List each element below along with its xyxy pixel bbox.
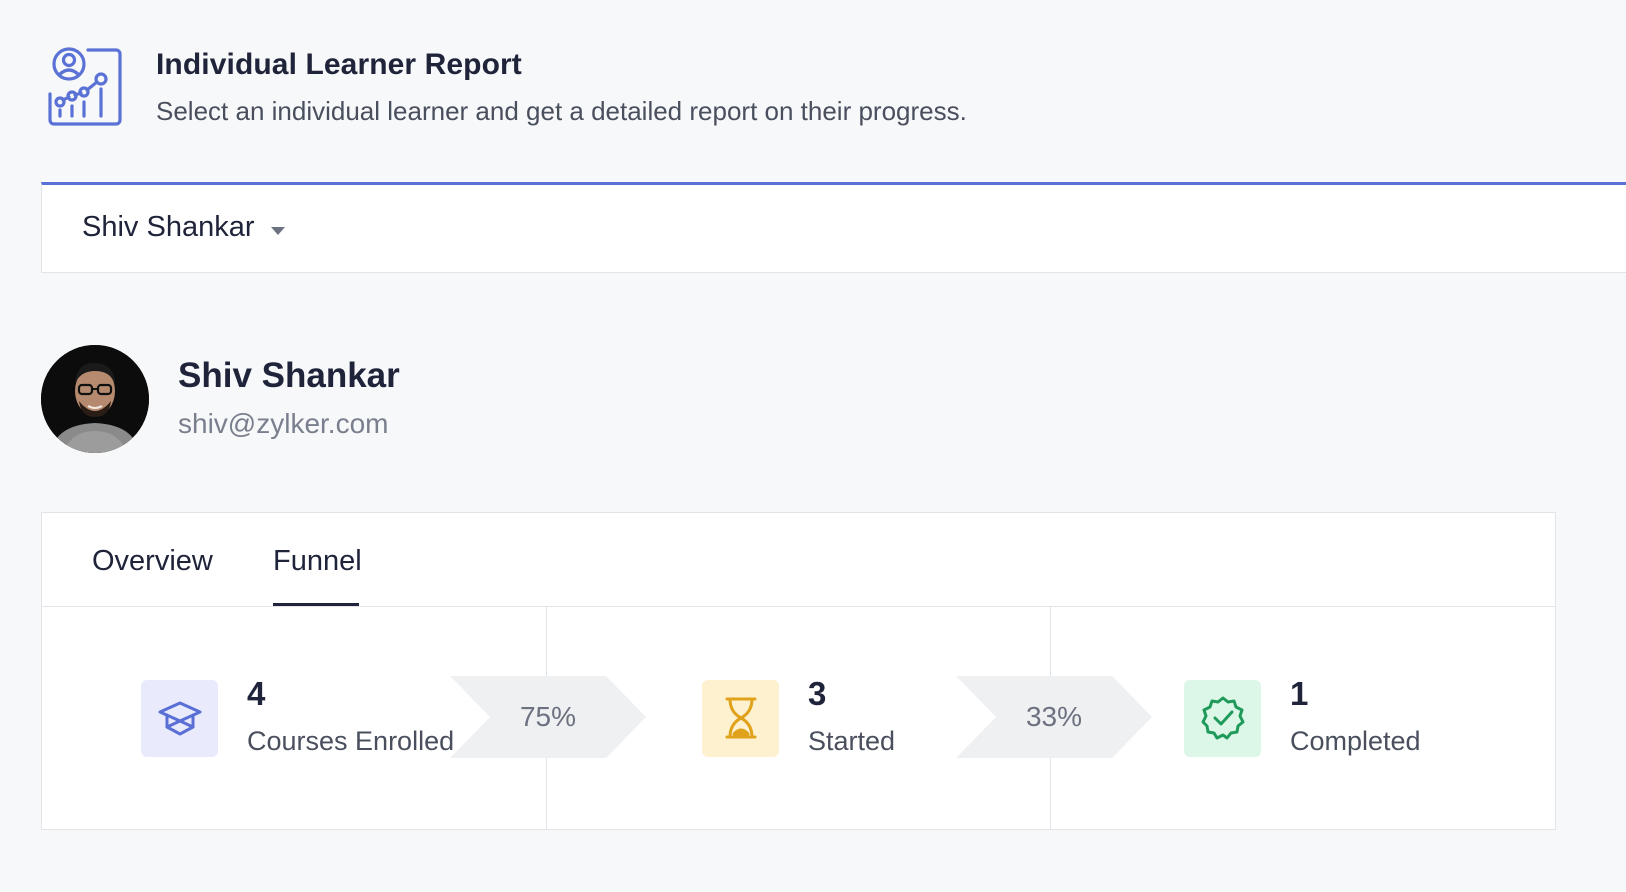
hourglass-icon (702, 679, 779, 757)
learner-dropdown-value: Shiv Shankar (82, 211, 255, 243)
learner-report-icon (48, 47, 122, 126)
caret-down-icon (270, 226, 285, 235)
stage-count: 3 (808, 675, 827, 712)
chevron-arrow-shape (450, 676, 646, 758)
learner-name: Shiv Shankar (178, 356, 400, 395)
conversion-arrow: 33% (956, 676, 1152, 758)
avatar (41, 345, 149, 453)
funnel-stage-enrolled: 4 Courses Enrolled (141, 675, 455, 757)
stage-label: Courses Enrolled (247, 726, 455, 756)
stage-label: Completed (1290, 726, 1421, 756)
learner-email: shiv@zylker.com (178, 408, 389, 439)
stage-label: Started (808, 726, 896, 756)
stage-text: 1 Completed (1290, 675, 1421, 757)
report-card: Overview Funnel 4 Courses Enrolled (41, 512, 1556, 830)
conversion-rate: 33% (1025, 701, 1083, 732)
check-badge-icon (1184, 679, 1261, 757)
page-subtitle: Select an individual learner and get a d… (156, 96, 967, 126)
avatar-portrait (41, 345, 149, 453)
conversion-arrow: 75% (450, 676, 646, 758)
funnel-stage-started: 3 Started (702, 675, 896, 757)
active-tab-indicator (273, 603, 359, 606)
stage-count: 1 (1290, 675, 1309, 712)
conversion-rate: 75% (519, 701, 577, 732)
tab-overview[interactable]: Overview (92, 545, 213, 577)
report-header: Individual Learner Report Select an indi… (46, 44, 967, 132)
graduation-cap-icon (141, 679, 218, 757)
learner-selector-bar: Shiv Shankar (41, 182, 1626, 273)
stage-text: 4 Courses Enrolled (247, 675, 455, 757)
funnel-stage-completed: 1 Completed (1184, 675, 1421, 757)
stage-count: 4 (247, 675, 266, 712)
learner-dropdown[interactable]: Shiv Shankar (82, 211, 285, 244)
header-text: Individual Learner Report Select an indi… (156, 48, 967, 127)
chevron-arrow-shape (956, 676, 1152, 758)
page-title: Individual Learner Report (156, 48, 522, 81)
stage-text: 3 Started (808, 675, 896, 757)
tab-bar: Overview Funnel (42, 513, 1555, 607)
tab-funnel[interactable]: Funnel (273, 545, 362, 577)
